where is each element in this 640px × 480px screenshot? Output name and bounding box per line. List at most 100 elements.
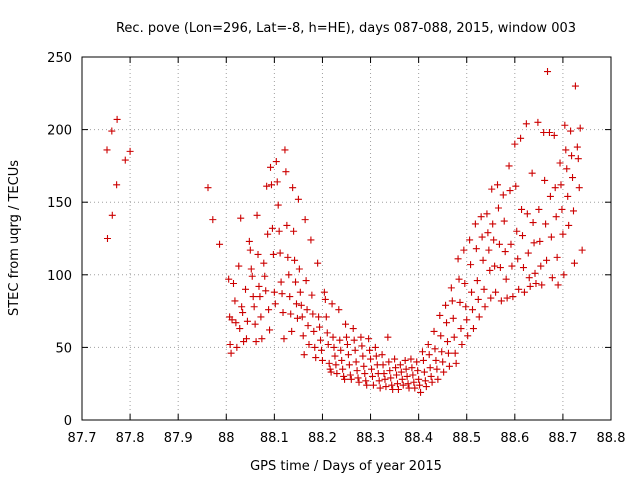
data-point bbox=[468, 288, 476, 296]
data-point bbox=[309, 310, 317, 318]
data-point bbox=[474, 295, 482, 303]
data-points bbox=[103, 68, 586, 396]
data-point bbox=[507, 240, 515, 248]
data-point bbox=[532, 280, 540, 288]
data-point bbox=[322, 313, 330, 321]
data-point bbox=[264, 230, 272, 238]
data-point bbox=[462, 303, 470, 311]
data-point bbox=[530, 239, 538, 247]
data-point bbox=[398, 375, 406, 383]
data-point bbox=[248, 272, 256, 280]
data-point bbox=[463, 316, 471, 324]
data-point bbox=[292, 300, 300, 308]
data-point bbox=[399, 381, 407, 389]
data-point bbox=[308, 291, 316, 299]
data-point bbox=[396, 361, 404, 369]
data-point bbox=[512, 182, 520, 190]
data-point bbox=[473, 277, 481, 285]
data-point bbox=[411, 384, 419, 392]
data-point bbox=[291, 256, 299, 264]
data-point bbox=[544, 68, 552, 76]
data-point bbox=[436, 311, 444, 319]
data-point bbox=[121, 156, 129, 164]
data-point bbox=[288, 327, 296, 335]
data-point bbox=[382, 383, 390, 391]
data-point bbox=[551, 184, 559, 192]
data-point bbox=[403, 372, 411, 380]
data-point bbox=[237, 214, 245, 222]
data-point bbox=[344, 351, 352, 359]
data-point bbox=[431, 345, 439, 353]
data-point bbox=[360, 362, 368, 370]
x-tick-label: 88.4 bbox=[404, 431, 433, 446]
data-point bbox=[242, 285, 250, 293]
data-point bbox=[278, 290, 286, 298]
data-point bbox=[421, 377, 429, 385]
data-point bbox=[283, 221, 291, 229]
data-point bbox=[331, 352, 339, 360]
data-point bbox=[550, 131, 558, 139]
data-point bbox=[381, 375, 389, 383]
data-point bbox=[451, 349, 459, 357]
data-point bbox=[468, 306, 476, 314]
data-point bbox=[484, 229, 492, 237]
data-point bbox=[415, 375, 423, 383]
data-point bbox=[386, 367, 394, 375]
data-point bbox=[402, 365, 410, 373]
data-point bbox=[523, 210, 531, 218]
data-point bbox=[560, 271, 568, 279]
data-point bbox=[362, 377, 370, 385]
data-point bbox=[472, 245, 480, 253]
data-point bbox=[296, 288, 304, 296]
data-point bbox=[552, 213, 560, 221]
data-point bbox=[456, 298, 464, 306]
data-point bbox=[475, 313, 483, 321]
data-point bbox=[505, 162, 513, 170]
data-point bbox=[304, 322, 312, 330]
data-point bbox=[526, 282, 534, 290]
data-point bbox=[545, 129, 553, 137]
y-tick-label: 200 bbox=[47, 124, 72, 139]
data-point bbox=[338, 356, 346, 364]
data-point bbox=[561, 121, 569, 129]
data-point bbox=[397, 368, 405, 376]
data-point bbox=[340, 372, 348, 380]
data-point bbox=[286, 293, 294, 301]
data-point bbox=[271, 300, 279, 308]
data-point bbox=[209, 216, 217, 224]
data-point bbox=[295, 265, 303, 273]
data-point bbox=[284, 253, 292, 261]
data-point bbox=[103, 146, 111, 154]
data-point bbox=[452, 359, 460, 367]
data-point bbox=[368, 372, 376, 380]
data-point bbox=[480, 285, 488, 293]
data-point bbox=[357, 333, 365, 341]
data-point bbox=[391, 355, 399, 363]
data-point bbox=[449, 314, 457, 322]
axis-ticks: 87.7 87.8 87.9 88 88.1 88.2 88.3 88.4 88.5 88.6 88… bbox=[47, 51, 625, 446]
data-point bbox=[375, 377, 383, 385]
data-point bbox=[528, 169, 536, 177]
data-point bbox=[113, 181, 121, 189]
data-point bbox=[537, 262, 545, 270]
data-point bbox=[568, 152, 576, 160]
data-point bbox=[251, 320, 259, 328]
data-point bbox=[564, 192, 572, 200]
data-point bbox=[301, 216, 309, 224]
data-point bbox=[361, 370, 369, 378]
data-point bbox=[575, 184, 583, 192]
data-point bbox=[280, 335, 288, 343]
data-point bbox=[276, 249, 284, 257]
data-point bbox=[353, 367, 361, 375]
data-point bbox=[574, 155, 582, 163]
data-point bbox=[548, 274, 556, 282]
data-point bbox=[126, 147, 134, 155]
data-point bbox=[461, 280, 469, 288]
data-point bbox=[253, 211, 261, 219]
data-point bbox=[266, 326, 274, 334]
data-point bbox=[226, 340, 234, 348]
y-tick-label: 100 bbox=[47, 269, 72, 284]
data-point bbox=[569, 207, 577, 215]
data-point bbox=[425, 351, 433, 359]
data-point bbox=[318, 356, 326, 364]
